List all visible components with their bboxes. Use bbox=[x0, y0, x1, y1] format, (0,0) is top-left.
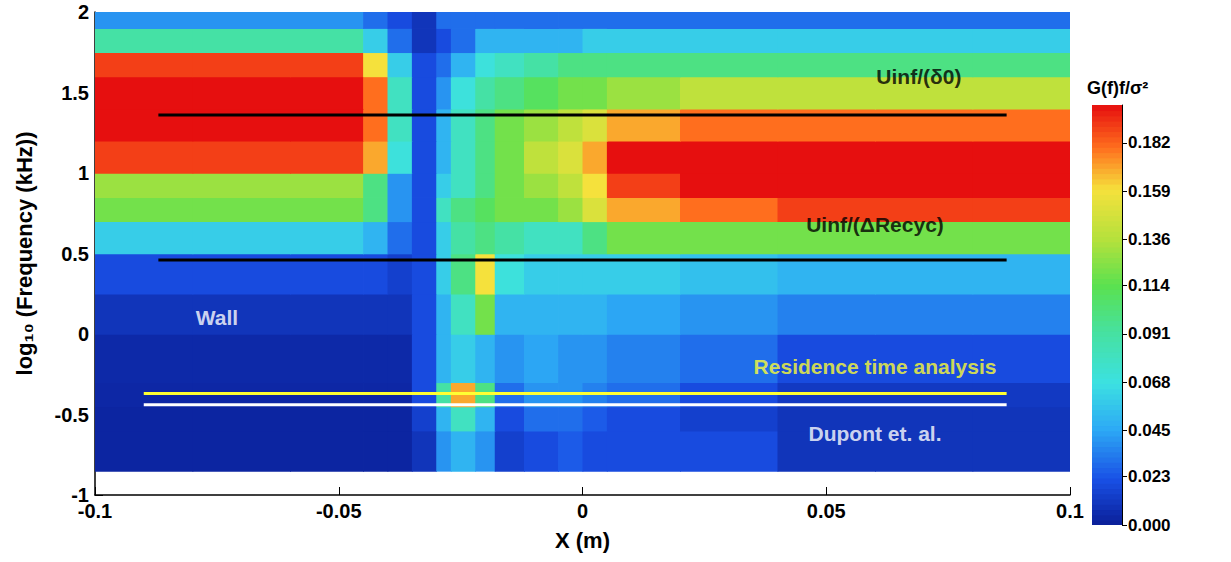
svg-text:1.5: 1.5 bbox=[61, 82, 89, 104]
svg-text:Uinf/(ΔRecyc): Uinf/(ΔRecyc) bbox=[806, 213, 944, 236]
svg-text:0.05: 0.05 bbox=[807, 500, 846, 522]
svg-text:0.5: 0.5 bbox=[61, 243, 89, 265]
svg-text:0.136: 0.136 bbox=[1128, 230, 1171, 249]
svg-text:0: 0 bbox=[78, 323, 89, 345]
svg-text:0.000: 0.000 bbox=[1128, 516, 1171, 535]
svg-text:G(f)f/σ²: G(f)f/σ² bbox=[1087, 78, 1148, 98]
svg-text:0.068: 0.068 bbox=[1128, 373, 1171, 392]
svg-text:0.159: 0.159 bbox=[1128, 182, 1171, 201]
svg-text:0.1: 0.1 bbox=[1056, 500, 1084, 522]
svg-text:Uinf/(δ0): Uinf/(δ0) bbox=[876, 65, 961, 88]
svg-text:-0.5: -0.5 bbox=[55, 404, 89, 426]
svg-text:0.114: 0.114 bbox=[1128, 276, 1170, 295]
svg-text:-0.1: -0.1 bbox=[78, 500, 112, 522]
svg-text:log₁₀ (Frequency (kHz)): log₁₀ (Frequency (kHz)) bbox=[12, 132, 37, 376]
svg-text:0: 0 bbox=[577, 500, 588, 522]
svg-text:0.091: 0.091 bbox=[1128, 324, 1171, 343]
svg-text:X (m): X (m) bbox=[555, 528, 610, 553]
svg-text:Residence time analysis: Residence time analysis bbox=[754, 355, 997, 378]
svg-text:0.023: 0.023 bbox=[1128, 467, 1171, 486]
svg-text:-1: -1 bbox=[71, 484, 89, 506]
svg-text:2: 2 bbox=[78, 1, 89, 23]
svg-text:-0.05: -0.05 bbox=[316, 500, 362, 522]
svg-text:Dupont et. al.: Dupont et. al. bbox=[809, 422, 942, 445]
svg-text:0.182: 0.182 bbox=[1128, 133, 1171, 152]
svg-text:1: 1 bbox=[78, 162, 89, 184]
svg-text:Wall: Wall bbox=[196, 306, 238, 329]
svg-text:0.045: 0.045 bbox=[1128, 421, 1171, 440]
